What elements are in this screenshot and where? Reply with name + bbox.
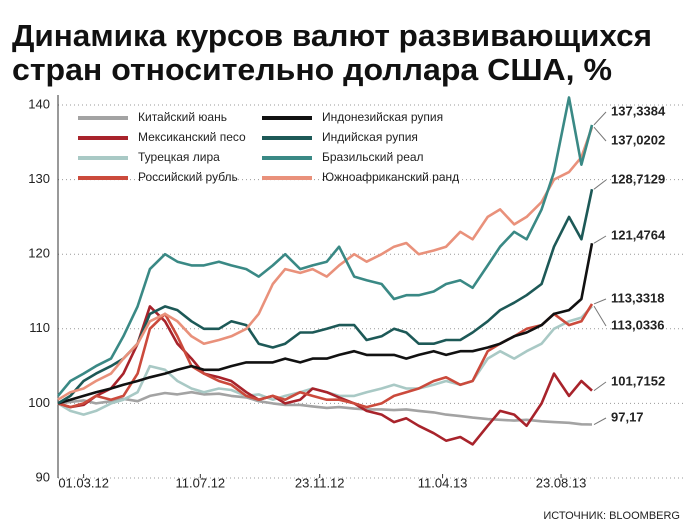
legend-label: Мексиканский песо	[138, 130, 246, 144]
label-leader	[593, 235, 607, 244]
value-label: 113,0336	[611, 317, 665, 332]
y-tick-label: 110	[29, 320, 50, 335]
series-line	[57, 126, 594, 401]
x-tick-label: 01.03.12	[58, 475, 109, 490]
chart-title: стран относительно доллара США, %	[12, 52, 612, 87]
series-line	[57, 390, 593, 426]
legend-label: Индонезийская рупия	[322, 110, 443, 124]
label-leader	[593, 126, 607, 142]
legend-label: Бразильский реал	[322, 150, 424, 164]
source: ИСТОЧНИК: BLOOMBERG	[543, 510, 680, 522]
y-tick-label: 120	[28, 246, 50, 261]
series-line	[57, 305, 593, 446]
legend-label: Индийская рупия	[322, 130, 418, 144]
x-tick-label: 11.07.12	[176, 475, 226, 490]
value-label: 113,3318	[611, 290, 665, 305]
chart-title: Динамика курсов валют развивающихся	[12, 18, 652, 53]
series-line	[57, 188, 594, 405]
legend-label: Китайский юань	[138, 110, 227, 124]
value-label: 97,17	[611, 409, 644, 424]
y-tick-label: 140	[28, 96, 50, 111]
value-label: 121,4764	[611, 227, 666, 242]
legend-label: Турецкая лира	[138, 150, 220, 164]
value-label: 128,7129	[611, 171, 665, 186]
series-line	[57, 96, 594, 397]
y-tick-label: 90	[36, 469, 50, 484]
label-leader	[593, 417, 607, 425]
label-leader	[593, 305, 607, 327]
x-tick-label: 11.04.13	[418, 475, 468, 490]
value-label: 137,0202	[611, 132, 665, 147]
label-leader	[593, 179, 607, 190]
value-label: 101,7152	[611, 373, 665, 388]
y-tick-label: 100	[28, 395, 50, 410]
y-tick-label: 130	[28, 171, 50, 186]
series-line	[57, 242, 594, 405]
legend-label: Южноафриканский ранд	[322, 170, 459, 184]
x-tick-label: 23.08.13	[536, 475, 587, 490]
x-tick-label: 23.11.12	[295, 475, 345, 490]
legend-label: Российский рубль	[138, 170, 238, 184]
label-leader	[593, 298, 607, 305]
label-leader	[593, 381, 607, 392]
label-leader	[593, 111, 607, 126]
value-label: 137,3384	[611, 103, 666, 118]
